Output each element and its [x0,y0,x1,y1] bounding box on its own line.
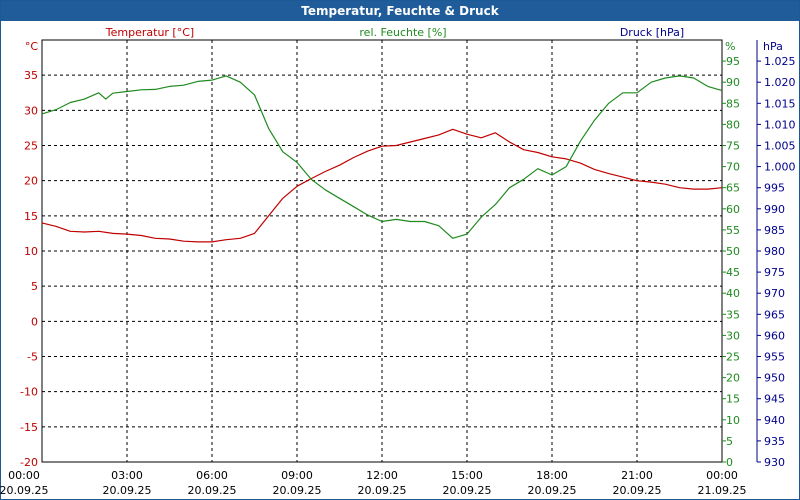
humidity-tick-label: 65 [726,182,740,195]
humidity-tick-label: 35 [726,308,740,321]
x-tick-time: 00:00 [8,469,40,482]
x-tick-time: 09:00 [281,469,313,482]
pressure-tick-label: 965 [764,308,785,321]
pressure-tick-label: 1.025 [764,55,796,68]
x-tick-time: 21:00 [621,469,653,482]
temp-axis-label: Temperatur [°C] [105,26,194,39]
pressure-tick-label: 990 [764,203,785,216]
temp-tick-label: 15 [24,210,38,223]
pressure-tick-label: 960 [764,329,785,342]
x-tick-time: 06:00 [196,469,228,482]
temp-tick-label: -5 [27,351,38,364]
humidity-tick-label: 55 [726,224,740,237]
humidity-tick-label: 5 [726,435,733,448]
temp-tick-label: -20 [20,456,38,469]
pressure-tick-label: 955 [764,351,785,364]
x-tick-date: 20.09.25 [103,484,152,497]
pressure-tick-label: 1.020 [764,76,796,89]
pressure-tick-label: 995 [764,182,785,195]
pressure-tick-label: 975 [764,266,785,279]
x-tick-date: 20.09.25 [358,484,407,497]
x-tick-time: 03:00 [111,469,143,482]
pressure-tick-label: 980 [764,245,785,258]
humidity-tick-label: 15 [726,393,740,406]
pressure-axis-label: Druck [hPa] [620,26,684,39]
temp-tick-label: 20 [24,175,38,188]
humidity-tick-label: 0 [726,456,733,469]
x-tick-date: 21.09.25 [698,484,747,497]
humidity-tick-label: 80 [726,118,740,131]
series-line-temp [41,128,723,243]
temp-unit-label: °C [25,40,39,53]
humidity-tick-label: 30 [726,329,740,342]
pressure-tick-label: 930 [764,456,785,469]
temp-tick-label: 30 [24,104,38,117]
humidity-tick-label: 40 [726,287,740,300]
pressure-tick-label: 970 [764,287,785,300]
x-tick-date: 20.09.25 [0,484,48,497]
grid [42,40,722,462]
humidity-tick-label: 95 [726,55,740,68]
x-tick-date: 20.09.25 [528,484,577,497]
x-tick-time: 00:00 [706,469,738,482]
humidity-tick-label: 90 [726,76,740,89]
pressure-tick-label: 1.005 [764,140,796,153]
pressure-tick-label: 950 [764,372,785,385]
humidity-tick-label: 60 [726,203,740,216]
x-tick-date: 20.09.25 [273,484,322,497]
axes-layer: -20 -15 -10 -5 0 5 10 15 20 25 30 35 0 5 10 15 20 25 30 35 4… [0,55,796,497]
x-tick-time: 12:00 [366,469,398,482]
humidity-tick-label: 70 [726,161,740,174]
pressure-tick-label: 935 [764,435,785,448]
humidity-unit-label: % [725,40,735,53]
temp-tick-label: 35 [24,69,38,82]
temp-tick-label: 5 [31,280,38,293]
temp-tick-label: -15 [20,421,38,434]
humidity-axis-label: rel. Feuchte [%] [359,26,446,39]
temp-tick-label: 0 [31,315,38,328]
humidity-tick-label: 85 [726,97,740,110]
pressure-tick-label: 940 [764,414,785,427]
pressure-tick-label: 945 [764,393,785,406]
x-tick-date: 20.09.25 [443,484,492,497]
humidity-tick-label: 10 [726,414,740,427]
series-layer [41,75,723,243]
humidity-tick-label: 20 [726,372,740,385]
humidity-tick-label: 50 [726,245,740,258]
series-line-humidity [41,75,723,239]
pressure-unit-label: hPa [763,40,783,53]
pressure-tick-label: 1.015 [764,97,796,110]
pressure-tick-label: 1.010 [764,118,796,131]
x-tick-time: 18:00 [536,469,568,482]
temp-tick-label: -10 [20,386,38,399]
x-tick-time: 15:00 [451,469,483,482]
window-title: Temperatur, Feuchte & Druck [1,1,799,21]
pressure-tick-label: 1.000 [764,161,796,174]
humidity-tick-label: 45 [726,266,740,279]
x-tick-date: 20.09.25 [613,484,662,497]
temp-tick-label: 10 [24,245,38,258]
pressure-tick-label: 985 [764,224,785,237]
temp-tick-label: 25 [24,140,38,153]
humidity-tick-label: 25 [726,351,740,364]
humidity-tick-label: 75 [726,140,740,153]
x-tick-date: 20.09.25 [188,484,237,497]
